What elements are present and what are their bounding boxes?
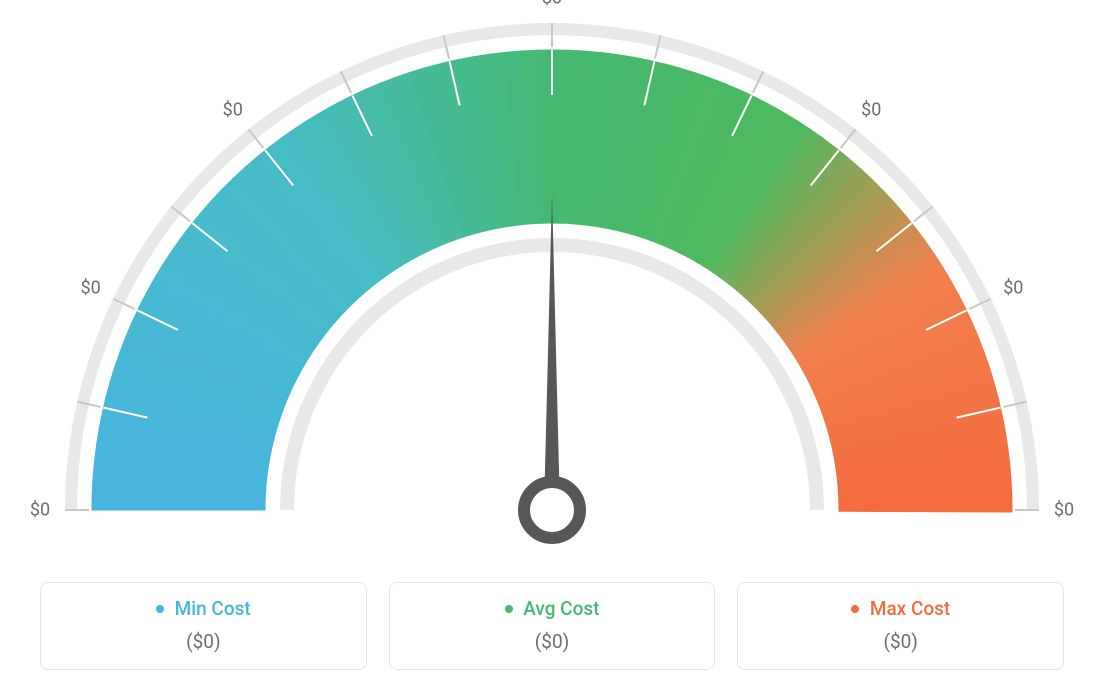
legend-title-min-text: Min Cost (175, 597, 251, 620)
legend-title-avg: Avg Cost (400, 597, 705, 620)
gauge-svg (0, 0, 1104, 560)
legend-title-min: Min Cost (51, 597, 356, 620)
legend-card-avg: Avg Cost ($0) (389, 582, 716, 670)
gauge-tick-label: $0 (861, 99, 881, 120)
legend-title-max: Max Cost (748, 597, 1053, 620)
legend-card-max: Max Cost ($0) (737, 582, 1064, 670)
legend-card-min: Min Cost ($0) (40, 582, 367, 670)
gauge-tick-label: $0 (81, 277, 101, 298)
legend-value-max: ($0) (748, 630, 1053, 653)
legend-dot-max (851, 605, 859, 613)
legend-value-min: ($0) (51, 630, 356, 653)
legend-title-avg-text: Avg Cost (523, 597, 599, 620)
legend-dot-min (156, 605, 164, 613)
legend-title-max-text: Max Cost (870, 597, 950, 620)
gauge-tick-label: $0 (542, 0, 562, 9)
legend-row: Min Cost ($0) Avg Cost ($0) Max Cost ($0… (40, 582, 1064, 670)
gauge-tick-label: $0 (1003, 277, 1023, 298)
gauge-tick-label: $0 (1054, 500, 1074, 521)
legend-value-avg: ($0) (400, 630, 705, 653)
legend-dot-avg (505, 605, 513, 613)
gauge-chart: $0 $0 $0 $0 $0 $0 $0 (0, 0, 1104, 560)
gauge-tick-label: $0 (223, 99, 243, 120)
gauge-tick-label: $0 (30, 500, 50, 521)
